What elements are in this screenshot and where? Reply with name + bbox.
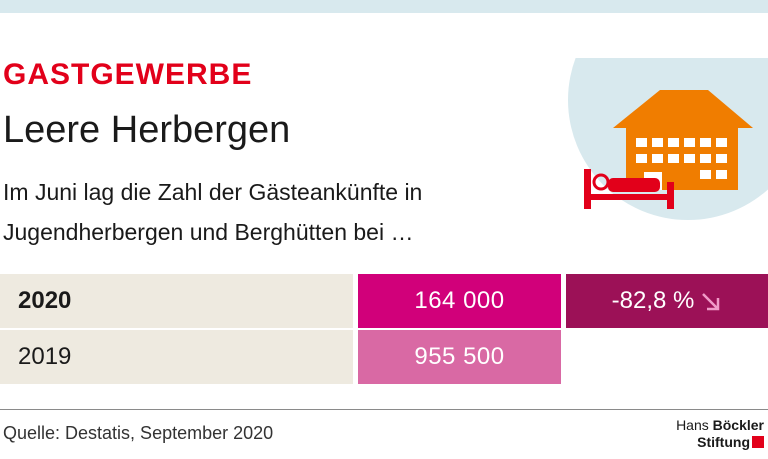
page-title: Leere Herbergen — [3, 109, 291, 151]
year-cell: 2019 — [0, 330, 353, 384]
value-cell: 955 500 — [358, 330, 561, 384]
top-bar — [0, 0, 768, 13]
change-cell: -82,8 % — [566, 274, 768, 328]
table-row: 2019 955 500 — [0, 330, 768, 384]
year-cell: 2020 — [0, 274, 353, 328]
logo-text-stiftung: Stiftung — [697, 434, 750, 450]
house-roof — [613, 90, 753, 128]
value-cell: 164 000 — [358, 274, 561, 328]
arrow-down-right-icon — [702, 292, 720, 310]
subtitle: Im Juni lag die Zahl der Gästeankünfte i… — [3, 179, 423, 245]
logo-square-icon — [752, 436, 764, 448]
hbs-logo: Hans Böckler Stiftung — [670, 415, 768, 459]
table-row: 2020 164 000 -82,8 % — [0, 274, 768, 328]
pillow-head — [592, 173, 610, 191]
house-windows — [636, 138, 727, 179]
bed — [584, 169, 674, 209]
kicker: GASTGEWERBE — [3, 58, 253, 91]
hotel-bed-icon — [568, 58, 768, 220]
logo-text-boeckler: Böckler — [712, 417, 764, 433]
change-value: -82,8 % — [611, 287, 695, 314]
logo-text-hans: Hans — [676, 417, 713, 433]
source-note: Quelle: Destatis, September 2020 — [3, 423, 274, 443]
footer-divider — [0, 409, 768, 410]
